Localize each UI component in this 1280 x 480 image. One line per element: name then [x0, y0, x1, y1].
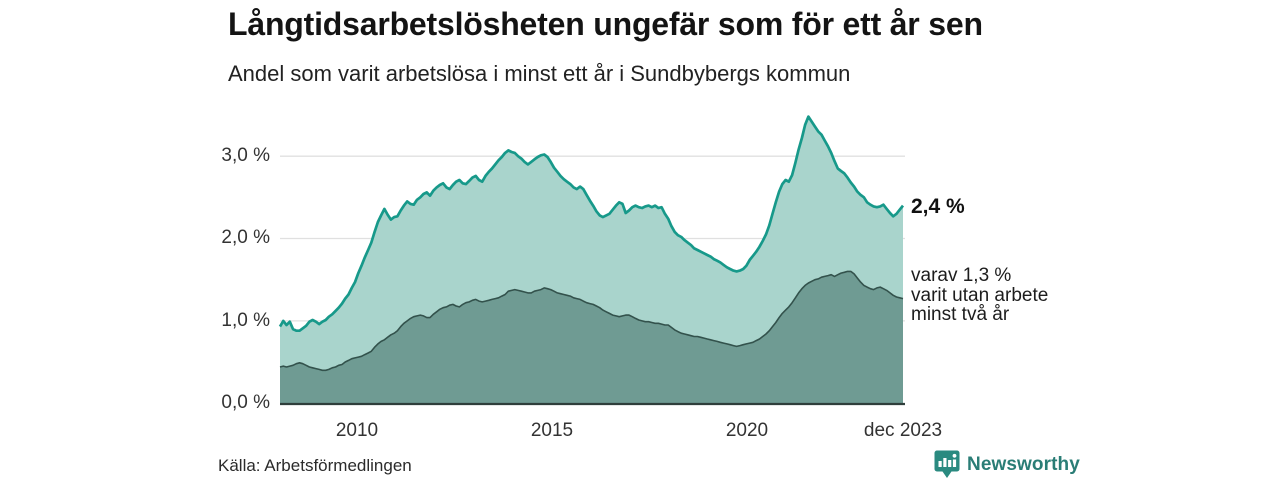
y-tick-2: 2,0 %: [221, 227, 270, 248]
subset-annotation-line-2: varit utan arbete: [911, 284, 1049, 306]
subset-annotation-line-3: minst två år: [911, 304, 1010, 325]
subset-line: [279, 270, 904, 372]
subset-area-fill: [280, 271, 903, 404]
chart-subtitle: Andel som varit arbetslösa i minst ett å…: [228, 61, 851, 86]
chart-title: Långtidsarbetslösheten ungefär som för e…: [228, 6, 983, 42]
x-tick-dec-2023: dec 2023: [863, 420, 943, 441]
newsworthy-logo: Newsworthy: [934, 450, 1080, 479]
y-tick-1: 1,0 %: [221, 310, 270, 331]
x-tick-2015: 2015: [530, 420, 574, 441]
source-attribution: Källa: Arbetsförmedlingen: [218, 456, 412, 475]
subset-annotation-line-1: varav 1,3 %: [911, 265, 1012, 286]
subset-series-annotation: varav 1,3 % varit utan arbete minst två …: [911, 266, 1048, 325]
y-tick-3: 3,0 %: [221, 145, 270, 166]
total-series-value-label: 2,4 %: [911, 195, 965, 218]
newsworthy-logo-text: Newsworthy: [967, 453, 1080, 475]
x-tick-2020: 2020: [725, 420, 769, 441]
x-tick-2010: 2010: [335, 420, 379, 441]
newsworthy-pin-icon: [934, 450, 960, 478]
total-line: [278, 115, 905, 333]
y-tick-0: 0,0 %: [221, 392, 270, 413]
